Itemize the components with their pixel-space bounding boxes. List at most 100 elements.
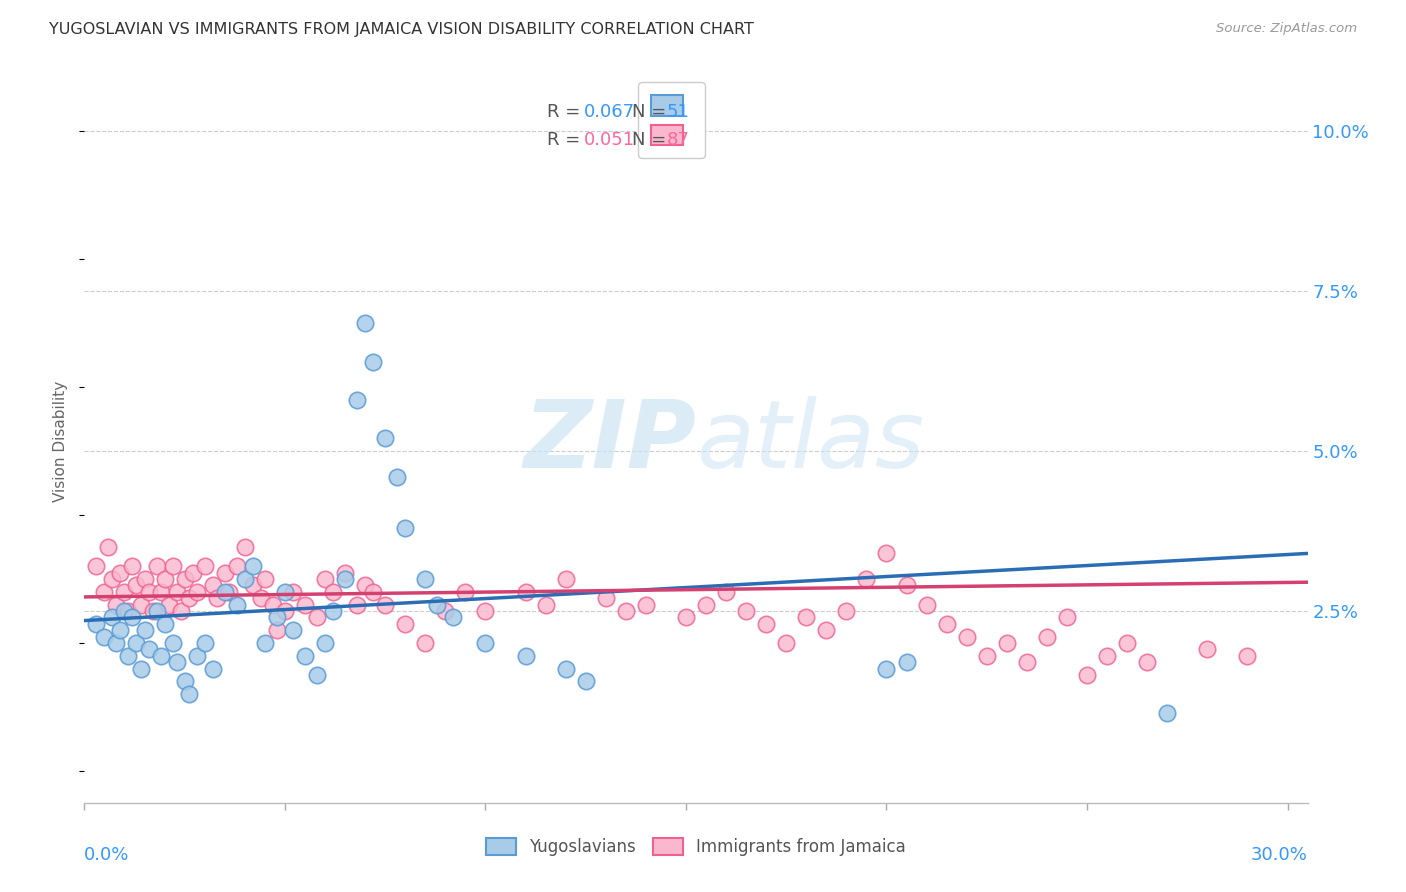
- Point: [1236, 648, 1258, 663]
- Point: [110, 566, 132, 580]
- Point: [956, 630, 979, 644]
- Point: [153, 616, 176, 631]
- Point: [775, 636, 797, 650]
- Point: [110, 623, 132, 637]
- Point: [314, 636, 336, 650]
- Point: [194, 636, 217, 650]
- Point: [253, 636, 276, 650]
- Point: [554, 572, 576, 586]
- Point: [374, 598, 396, 612]
- Text: 0.067: 0.067: [583, 103, 634, 121]
- Point: [346, 392, 368, 407]
- Point: [173, 572, 195, 586]
- Point: [534, 598, 557, 612]
- Point: [413, 572, 436, 586]
- Point: [614, 604, 637, 618]
- Point: [1015, 655, 1038, 669]
- Point: [935, 616, 957, 631]
- Point: [1076, 668, 1098, 682]
- Point: [976, 648, 998, 663]
- Point: [250, 591, 273, 606]
- Point: [242, 578, 264, 592]
- Point: [735, 604, 758, 618]
- Point: [186, 584, 208, 599]
- Point: [394, 616, 416, 631]
- Point: [101, 572, 124, 586]
- Point: [995, 636, 1018, 650]
- Point: [149, 584, 172, 599]
- Point: [1197, 642, 1219, 657]
- Point: [125, 636, 148, 650]
- Point: [474, 636, 496, 650]
- Point: [274, 604, 297, 618]
- Point: [129, 598, 152, 612]
- Point: [346, 598, 368, 612]
- Point: [1095, 648, 1118, 663]
- Point: [201, 578, 224, 592]
- Point: [93, 630, 115, 644]
- Point: [266, 610, 288, 624]
- Point: [117, 604, 139, 618]
- Legend: Yugoslavians, Immigrants from Jamaica: Yugoslavians, Immigrants from Jamaica: [479, 831, 912, 863]
- Point: [177, 687, 200, 701]
- Point: [575, 674, 598, 689]
- Point: [896, 578, 918, 592]
- Point: [815, 623, 838, 637]
- Point: [413, 636, 436, 650]
- Point: [86, 616, 108, 631]
- Point: [361, 354, 384, 368]
- Point: [634, 598, 657, 612]
- Point: [201, 661, 224, 675]
- Text: 51: 51: [666, 103, 689, 121]
- Point: [138, 584, 160, 599]
- Point: [322, 604, 344, 618]
- Point: [101, 610, 124, 624]
- Point: [214, 584, 236, 599]
- Text: Source: ZipAtlas.com: Source: ZipAtlas.com: [1216, 22, 1357, 36]
- Point: [129, 661, 152, 675]
- Point: [153, 572, 176, 586]
- Point: [114, 604, 136, 618]
- Point: [173, 674, 195, 689]
- Point: [262, 598, 284, 612]
- Text: 30.0%: 30.0%: [1251, 847, 1308, 864]
- Point: [314, 572, 336, 586]
- Point: [149, 648, 172, 663]
- Point: [474, 604, 496, 618]
- Point: [835, 604, 858, 618]
- Point: [194, 559, 217, 574]
- Point: [875, 546, 897, 560]
- Point: [214, 566, 236, 580]
- Point: [134, 572, 156, 586]
- Point: [162, 636, 184, 650]
- Point: [714, 584, 737, 599]
- Point: [1136, 655, 1159, 669]
- Point: [105, 636, 128, 650]
- Point: [225, 598, 247, 612]
- Point: [186, 648, 208, 663]
- Point: [755, 616, 778, 631]
- Point: [114, 584, 136, 599]
- Point: [253, 572, 276, 586]
- Point: [515, 648, 537, 663]
- Text: N =: N =: [633, 103, 666, 121]
- Text: R =: R =: [547, 131, 581, 149]
- Point: [181, 566, 204, 580]
- Text: R =: R =: [547, 103, 581, 121]
- Point: [441, 610, 464, 624]
- Point: [675, 610, 697, 624]
- Text: N =: N =: [633, 131, 666, 149]
- Point: [157, 598, 180, 612]
- Point: [354, 578, 377, 592]
- Point: [333, 566, 356, 580]
- Point: [896, 655, 918, 669]
- Point: [266, 623, 288, 637]
- Point: [274, 584, 297, 599]
- Point: [145, 559, 167, 574]
- Text: 0.0%: 0.0%: [84, 847, 129, 864]
- Point: [1116, 636, 1139, 650]
- Point: [515, 584, 537, 599]
- Point: [294, 648, 316, 663]
- Point: [695, 598, 717, 612]
- Point: [794, 610, 817, 624]
